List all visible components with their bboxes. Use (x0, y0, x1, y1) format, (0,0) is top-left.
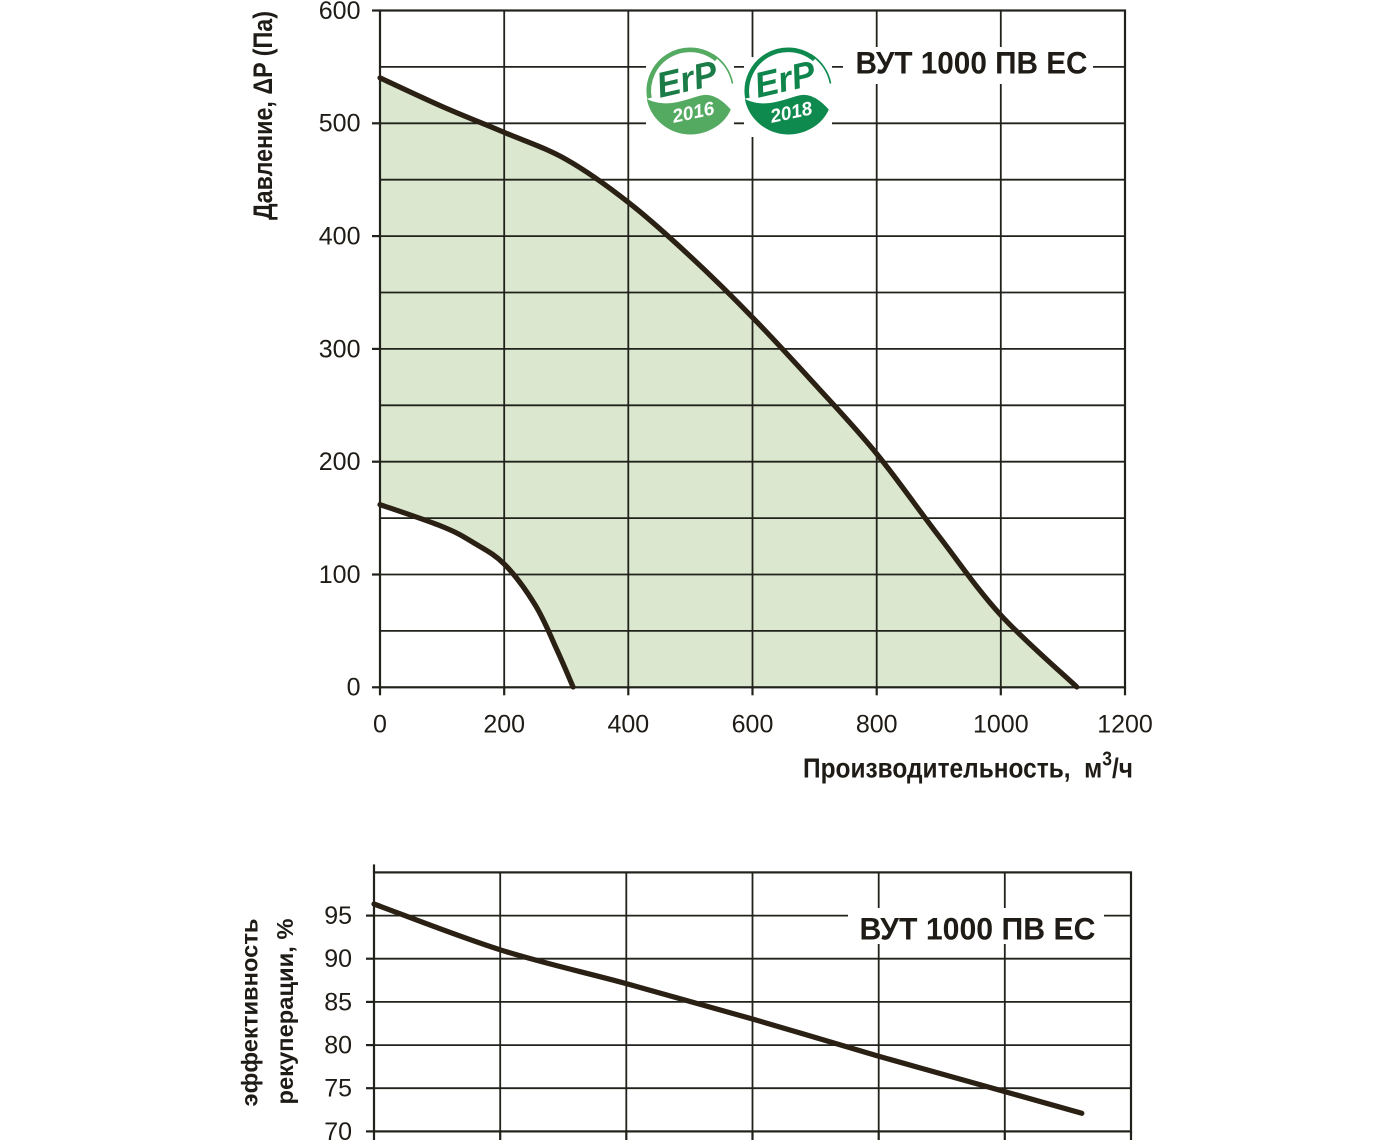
svg-text:1200: 1200 (1097, 711, 1153, 739)
svg-text:эффективность: эффективность (237, 919, 263, 1107)
svg-text:Давление, ΔP (Па): Давление, ΔP (Па) (248, 11, 278, 220)
svg-text:200: 200 (319, 448, 361, 476)
svg-text:800: 800 (856, 711, 898, 739)
svg-text:85: 85 (324, 988, 352, 1016)
svg-text:рекуперации, %: рекуперации, % (272, 919, 298, 1105)
svg-text:Производительность, м3/ч: Производительность, м3/ч (803, 749, 1133, 784)
svg-text:100: 100 (319, 561, 361, 589)
svg-text:ВУТ 1000 ПВ ЕС: ВУТ 1000 ПВ ЕС (856, 45, 1088, 81)
svg-text:400: 400 (607, 711, 649, 739)
svg-text:90: 90 (324, 945, 352, 973)
svg-text:600: 600 (319, 0, 361, 25)
svg-text:600: 600 (732, 711, 774, 739)
svg-text:500: 500 (319, 110, 361, 138)
svg-text:75: 75 (324, 1075, 352, 1103)
svg-text:70: 70 (324, 1118, 352, 1140)
svg-text:200: 200 (483, 711, 525, 739)
svg-text:400: 400 (319, 223, 361, 251)
svg-text:0: 0 (347, 674, 361, 702)
svg-text:95: 95 (324, 902, 352, 930)
svg-text:1000: 1000 (973, 711, 1029, 739)
svg-text:80: 80 (324, 1032, 352, 1060)
svg-text:ВУТ 1000 ПВ ЕС: ВУТ 1000 ПВ ЕС (860, 911, 1096, 947)
svg-text:0: 0 (373, 711, 387, 739)
svg-text:300: 300 (319, 335, 361, 363)
